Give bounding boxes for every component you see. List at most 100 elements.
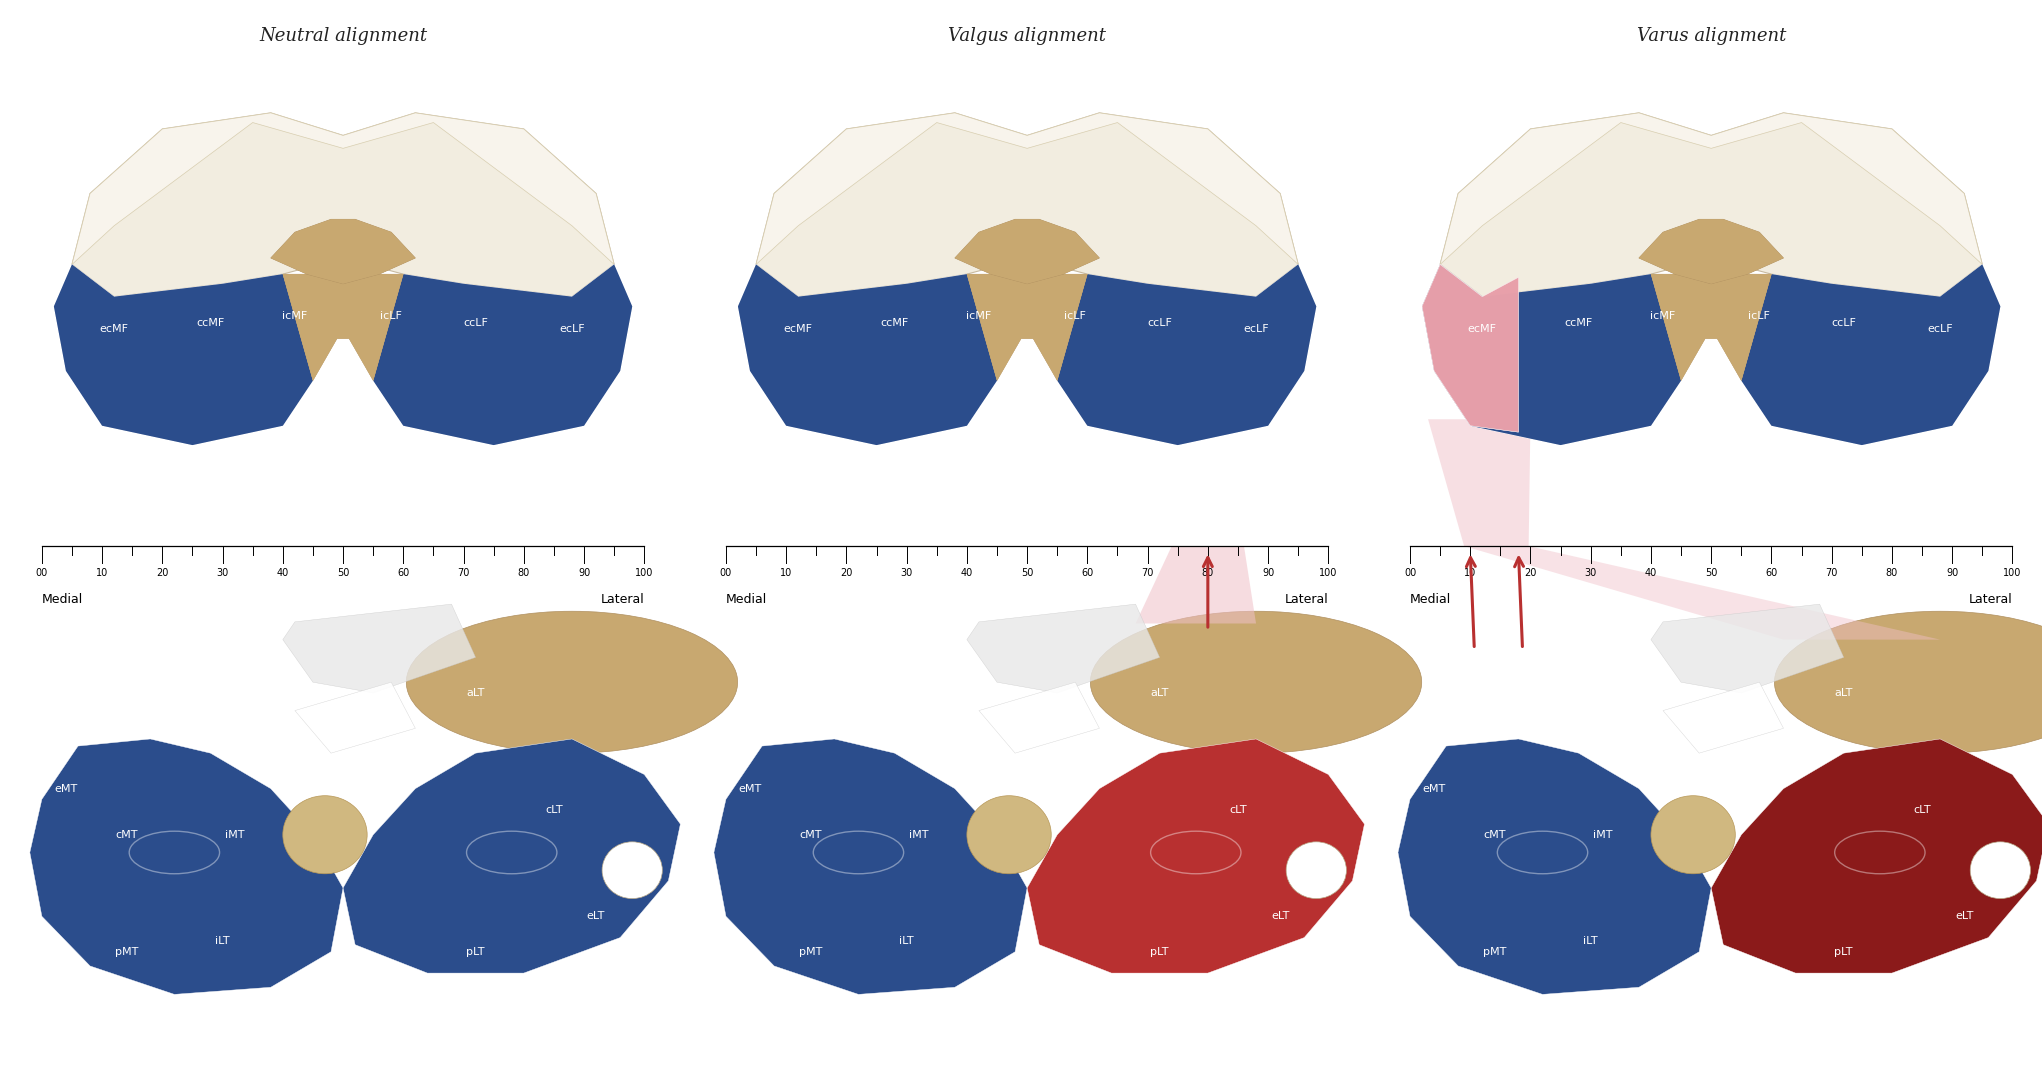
Text: 70: 70 — [1826, 568, 1838, 577]
Text: ccLF: ccLF — [1832, 317, 1856, 328]
Text: Valgus alignment: Valgus alignment — [947, 27, 1107, 45]
Polygon shape — [956, 219, 1099, 284]
Text: 40: 40 — [1646, 568, 1656, 577]
Polygon shape — [1421, 264, 1681, 445]
Polygon shape — [737, 264, 996, 445]
Text: 30: 30 — [216, 568, 229, 577]
Polygon shape — [1650, 604, 1844, 693]
Text: 60: 60 — [1082, 568, 1092, 577]
Polygon shape — [1650, 258, 1770, 381]
Text: 20: 20 — [155, 568, 169, 577]
Text: 90: 90 — [578, 568, 590, 577]
Text: iLT: iLT — [898, 936, 915, 946]
Ellipse shape — [966, 796, 1052, 874]
Polygon shape — [282, 604, 476, 693]
Text: iMT: iMT — [909, 830, 929, 840]
Text: pLT: pLT — [466, 947, 484, 957]
Text: aMT: aMT — [1519, 677, 1542, 687]
Ellipse shape — [1971, 842, 2030, 899]
Ellipse shape — [1286, 842, 1346, 899]
Polygon shape — [1742, 264, 2001, 445]
Text: 100: 100 — [635, 568, 653, 577]
Polygon shape — [1711, 739, 2042, 973]
Polygon shape — [1440, 113, 1983, 297]
Polygon shape — [756, 113, 1299, 297]
Text: aLT: aLT — [1150, 688, 1168, 698]
Polygon shape — [956, 219, 1099, 284]
Text: cLT: cLT — [545, 805, 564, 815]
Polygon shape — [968, 258, 1086, 381]
Text: eLT: eLT — [586, 912, 604, 921]
Text: icMF: icMF — [1650, 311, 1676, 321]
Text: ecLF: ecLF — [560, 324, 584, 334]
Text: eLT: eLT — [1270, 912, 1289, 921]
Text: ecMF: ecMF — [100, 324, 129, 334]
Text: 50: 50 — [1705, 568, 1717, 577]
Polygon shape — [1427, 419, 1529, 546]
Text: eLT: eLT — [1954, 912, 1973, 921]
Text: aLT: aLT — [1834, 688, 1852, 698]
Text: Neutral alignment: Neutral alignment — [259, 27, 427, 45]
Polygon shape — [1650, 258, 1770, 381]
Text: 90: 90 — [1262, 568, 1274, 577]
Text: ecLF: ecLF — [1928, 324, 1952, 334]
Text: icLF: icLF — [380, 311, 402, 321]
Text: 00: 00 — [1405, 568, 1415, 577]
Text: aMT: aMT — [151, 677, 174, 687]
Text: 50: 50 — [337, 568, 349, 577]
Text: 80: 80 — [1887, 568, 1897, 577]
Polygon shape — [1027, 739, 1364, 973]
Text: 70: 70 — [1141, 568, 1154, 577]
Text: icMF: icMF — [282, 311, 308, 321]
Text: pMT: pMT — [798, 947, 823, 957]
Polygon shape — [737, 264, 996, 445]
Text: 10: 10 — [780, 568, 792, 577]
Polygon shape — [1440, 113, 1983, 264]
Polygon shape — [374, 264, 633, 445]
Text: 20: 20 — [839, 568, 854, 577]
Text: ecMF: ecMF — [784, 324, 813, 334]
Text: icMF: icMF — [966, 311, 992, 321]
Text: eMT: eMT — [1423, 784, 1446, 793]
Text: cMT: cMT — [114, 830, 137, 840]
Ellipse shape — [602, 842, 662, 899]
Polygon shape — [272, 219, 415, 284]
Polygon shape — [53, 264, 312, 445]
Text: 00: 00 — [721, 568, 731, 577]
Text: pMT: pMT — [114, 947, 139, 957]
Text: 50: 50 — [1021, 568, 1033, 577]
Text: aMT: aMT — [835, 677, 858, 687]
Text: 60: 60 — [398, 568, 408, 577]
Ellipse shape — [282, 796, 368, 874]
Text: 80: 80 — [1203, 568, 1213, 577]
Text: pMT: pMT — [1482, 947, 1507, 957]
Polygon shape — [53, 264, 312, 445]
Ellipse shape — [406, 612, 737, 754]
Ellipse shape — [1650, 796, 1736, 874]
Text: cLT: cLT — [1913, 805, 1932, 815]
Text: iMT: iMT — [1593, 830, 1613, 840]
Polygon shape — [1421, 264, 1519, 432]
Polygon shape — [282, 258, 404, 381]
Text: 30: 30 — [901, 568, 913, 577]
Polygon shape — [282, 258, 404, 381]
Text: Lateral: Lateral — [1284, 593, 1327, 606]
Text: Varus alignment: Varus alignment — [1636, 27, 1787, 45]
Text: Medial: Medial — [1409, 593, 1452, 606]
Polygon shape — [71, 113, 615, 264]
Polygon shape — [1135, 546, 1256, 624]
Polygon shape — [1640, 219, 1783, 284]
Text: 00: 00 — [37, 568, 47, 577]
Text: Medial: Medial — [43, 593, 84, 606]
Text: cLT: cLT — [1229, 805, 1248, 815]
Polygon shape — [1421, 264, 1519, 432]
Text: 100: 100 — [1319, 568, 1338, 577]
Text: ecLF: ecLF — [1244, 324, 1268, 334]
Polygon shape — [71, 113, 615, 297]
Polygon shape — [968, 604, 1160, 693]
Text: iLT: iLT — [214, 936, 231, 946]
Text: aLT: aLT — [466, 688, 484, 698]
Text: icLF: icLF — [1748, 311, 1770, 321]
Text: pLT: pLT — [1150, 947, 1168, 957]
Text: eMT: eMT — [55, 784, 78, 793]
